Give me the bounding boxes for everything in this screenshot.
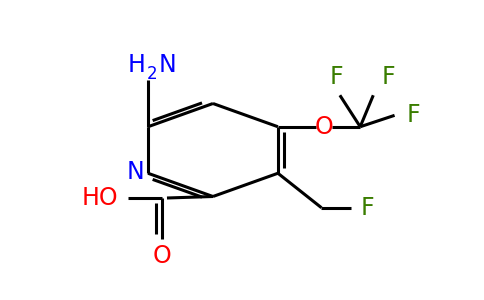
Text: F: F (360, 196, 374, 220)
Text: F: F (329, 65, 343, 89)
Text: N: N (126, 160, 144, 184)
Text: N: N (159, 53, 176, 77)
Text: 2: 2 (147, 64, 158, 82)
Text: F: F (382, 65, 395, 89)
Text: F: F (406, 103, 420, 127)
Text: H: H (128, 53, 146, 77)
Text: HO: HO (82, 186, 119, 210)
Text: O: O (153, 244, 171, 268)
Text: O: O (315, 115, 333, 139)
